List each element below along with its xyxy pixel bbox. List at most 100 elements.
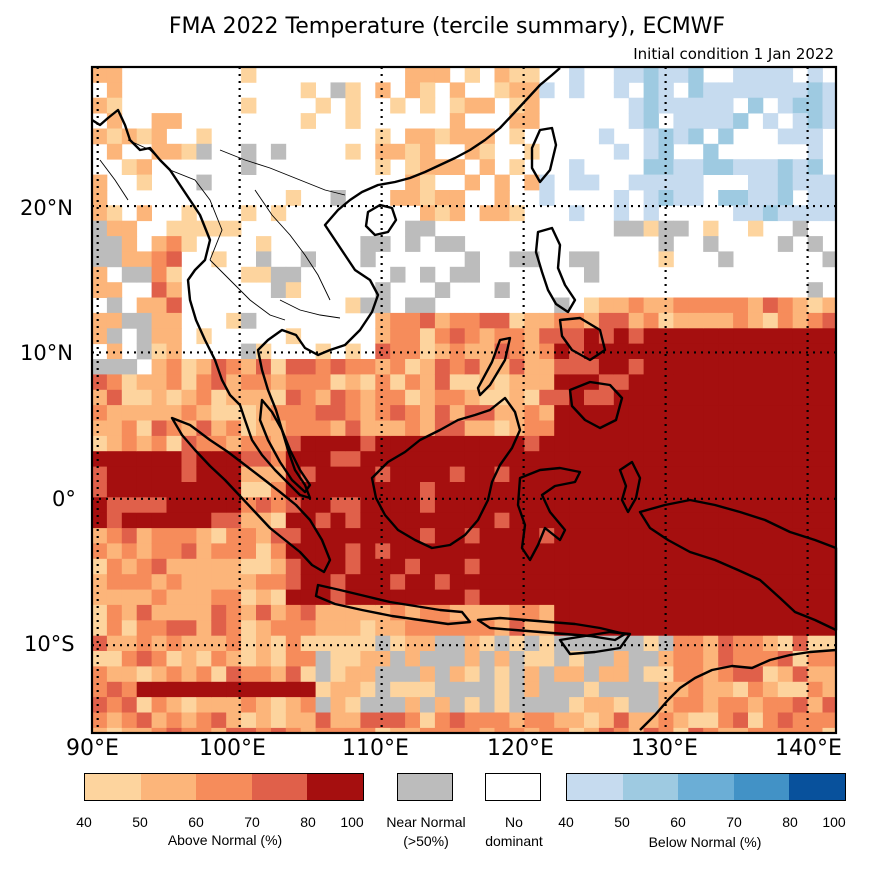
tercile-cell — [211, 389, 227, 406]
tercile-cell — [643, 312, 659, 329]
tercile-cell — [748, 297, 764, 314]
tercile-cell — [241, 697, 257, 713]
tercile-cell — [569, 574, 585, 590]
tercile-cell — [703, 405, 719, 421]
tercile-cell — [345, 528, 361, 544]
tercile-cell — [315, 604, 331, 621]
tercile-cell — [464, 389, 480, 406]
tercile-cell — [390, 466, 406, 483]
tercile-cell — [673, 297, 689, 314]
tercile-cell — [748, 435, 764, 452]
tercile-cell — [420, 558, 436, 575]
tercile-cell — [315, 359, 331, 375]
tercile-cell — [241, 266, 257, 283]
tercile-cell — [136, 451, 152, 467]
tercile-cell — [345, 435, 361, 452]
tercile-cell — [92, 312, 108, 329]
tercile-cell — [733, 666, 749, 683]
tercile-cell — [524, 712, 540, 729]
tercile-cell — [121, 558, 138, 575]
tercile-cell — [106, 604, 123, 621]
tercile-cell — [762, 681, 779, 698]
tercile-cell — [584, 389, 600, 406]
tercile-cell — [345, 143, 361, 160]
tercile-cell — [777, 405, 794, 421]
tercile-cell — [748, 405, 764, 421]
tercile-cell — [748, 697, 764, 713]
tercile-cell — [479, 712, 495, 729]
tercile-cell — [420, 220, 436, 237]
tercile-cell — [628, 174, 644, 191]
tercile-cell — [181, 589, 197, 606]
tercile-cell — [375, 574, 391, 590]
tercile-cell — [151, 405, 167, 421]
tercile-cell — [420, 466, 436, 483]
tercile-cell — [226, 312, 242, 329]
tercile-cell — [121, 420, 138, 437]
tercile-cell — [121, 159, 138, 175]
tercile-cell — [777, 666, 794, 683]
tercile-cell — [464, 604, 480, 621]
tercile-cell — [613, 67, 630, 83]
tercile-cell — [509, 128, 525, 145]
tercile-cell — [211, 712, 227, 729]
tercile-cell — [688, 528, 704, 544]
tercile-cell — [748, 528, 764, 544]
border-bangladesh — [99, 159, 129, 201]
tercile-cell — [658, 420, 674, 437]
tercile-cell — [92, 420, 108, 437]
tercile-cell — [464, 512, 480, 529]
tercile-cell — [733, 190, 749, 206]
tercile-cell — [494, 727, 510, 733]
tercile-cell — [196, 635, 212, 652]
tercile-cell — [360, 620, 376, 637]
tercile-cell — [628, 359, 644, 375]
tercile-cell — [166, 574, 182, 590]
tercile-cell — [479, 666, 495, 683]
tercile-cell — [628, 712, 644, 729]
tercile-cell — [509, 681, 525, 698]
tercile-cell — [136, 666, 152, 683]
tercile-cell — [92, 528, 108, 544]
tercile-cell — [464, 67, 480, 83]
above-caption: Above Normal (%) — [167, 832, 283, 848]
tercile-cell — [718, 113, 734, 129]
tercile-cell — [718, 635, 734, 652]
below-tick: 60 — [670, 814, 686, 830]
tercile-cell — [375, 236, 391, 252]
tercile-cell — [285, 712, 302, 729]
tercile-cell — [464, 528, 480, 544]
tercile-cell — [539, 697, 555, 713]
tercile-cell — [554, 512, 570, 529]
tercile-cell — [658, 589, 674, 606]
tercile-cell — [330, 82, 346, 99]
tercile-cell — [524, 666, 540, 683]
tercile-cell — [718, 405, 734, 421]
tercile-cell — [420, 681, 436, 698]
tercile-cell — [106, 282, 123, 298]
below-tick: 80 — [782, 814, 798, 830]
tercile-cell — [420, 727, 436, 733]
tercile-cell — [226, 451, 242, 467]
tercile-cell — [241, 666, 257, 683]
tercile-cell — [330, 405, 346, 421]
tercile-cell — [822, 205, 836, 222]
tercile-cell — [405, 143, 421, 160]
tercile-cell — [420, 497, 436, 514]
tercile-cell — [539, 82, 555, 99]
coastlines — [91, 67, 838, 731]
tercile-cell — [360, 451, 376, 467]
tercile-cell — [718, 251, 734, 268]
tercile-cell — [375, 282, 391, 298]
tercile-cell — [822, 497, 836, 514]
tercile-cell — [822, 374, 836, 391]
tercile-cell — [241, 451, 257, 467]
tercile-cell — [405, 712, 421, 729]
tercile-cell — [181, 635, 197, 652]
tercile-cell — [748, 174, 764, 191]
tercile-cell — [106, 251, 123, 268]
tercile-cell — [524, 620, 540, 637]
tercile-cell — [106, 374, 123, 391]
tercile-cell — [762, 359, 779, 375]
tercile-cell — [688, 174, 704, 191]
